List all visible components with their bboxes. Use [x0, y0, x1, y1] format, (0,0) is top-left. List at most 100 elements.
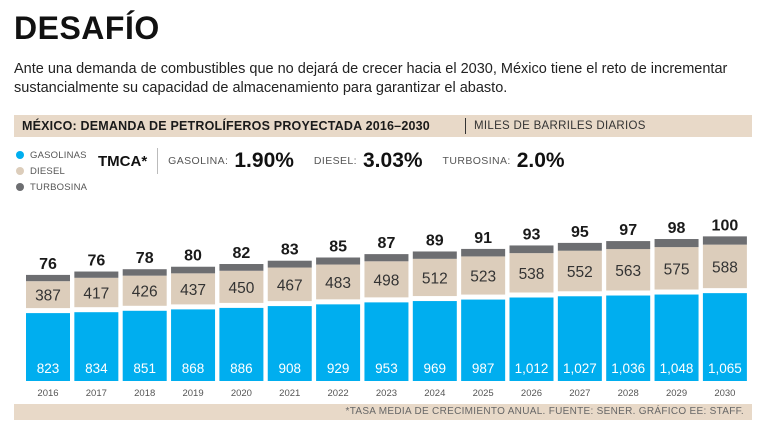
bar-diesel-2017: [74, 277, 119, 308]
bar-turbosina-2021: [267, 260, 312, 268]
bar-diesel-2029: [654, 247, 699, 290]
label-diesel-2018: 426: [132, 284, 158, 301]
x-tick-2022: 2022: [328, 388, 349, 399]
bar-gasolinas-2021: [267, 306, 312, 381]
bar-gasolinas-2022: [316, 304, 361, 381]
x-tick-2018: 2018: [134, 388, 155, 399]
x-tick-2029: 2029: [666, 388, 687, 399]
legend-label-gasolinas: GASOLINAS: [30, 149, 87, 161]
bar-turbosina-2025: [461, 248, 506, 257]
bar-turbosina-2026: [509, 245, 554, 254]
label-turbosina-2029: 98: [668, 220, 686, 237]
tmca-rates: TMCA* GASOLINA: 1.90% DIESEL: 3.03% TURB…: [98, 144, 565, 178]
tmca-divider: [157, 148, 159, 174]
chart-header-band: MÉXICO: DEMANDA DE PETROLÍFEROS PROYECTA…: [14, 115, 752, 137]
legend-swatch-turbosina: [16, 183, 24, 191]
bar-turbosina-2019: [171, 266, 216, 274]
bar-diesel-2022: [316, 264, 361, 300]
label-turbosina-2024: 89: [426, 232, 444, 249]
bar-diesel-2018: [122, 275, 167, 306]
label-turbosina-2021: 83: [281, 242, 299, 259]
label-gasolinas-2017: 834: [85, 361, 108, 376]
bar-gasolinas-2020: [219, 307, 264, 381]
rate-value-diesel: 3.03%: [363, 149, 423, 172]
bar-turbosina-2018: [122, 269, 167, 276]
legend-label-diesel: DIESEL: [30, 165, 65, 177]
label-diesel-2024: 512: [422, 270, 448, 287]
bar-diesel-2019: [171, 273, 216, 305]
bar-gasolinas-2028: [606, 295, 651, 381]
label-turbosina-2028: 97: [619, 222, 637, 239]
label-diesel-2028: 563: [615, 263, 641, 280]
label-diesel-2019: 437: [180, 282, 206, 299]
bar-turbosina-2029: [654, 239, 699, 248]
bar-diesel-2025: [461, 256, 506, 295]
bar-gasolinas-2018: [122, 310, 167, 381]
label-gasolinas-2019: 868: [182, 361, 205, 376]
x-tick-2027: 2027: [569, 388, 590, 399]
rate-label-diesel: DIESEL:: [313, 155, 357, 167]
rate-value-turbosina: 2.0%: [516, 149, 565, 172]
x-tick-2023: 2023: [376, 388, 397, 399]
bar-turbosina-2030: [702, 236, 747, 245]
chart-legend: GASOLINAS DIESEL TURBOSINA: [16, 147, 87, 195]
page-subtitle: Ante una demanda de combustibles que no …: [14, 61, 728, 96]
bar-gasolinas-2023: [364, 302, 409, 381]
rate-label-gasolina: GASOLINA:: [168, 155, 229, 167]
label-diesel-2023: 498: [374, 272, 400, 289]
label-diesel-2016: 387: [35, 288, 61, 305]
legend-label-turbosina: TURBOSINA: [30, 181, 88, 193]
bar-turbosina-2024: [412, 251, 457, 259]
bar-diesel-2027: [557, 250, 602, 292]
label-diesel-2025: 523: [470, 268, 496, 285]
x-tick-2028: 2028: [618, 388, 639, 399]
bar-gasolinas-2017: [74, 312, 119, 381]
rate-value-gasolina: 1.90%: [234, 149, 294, 172]
bar-gasolinas-2024: [412, 301, 457, 381]
bar-gasolinas-2019: [171, 309, 216, 381]
bar-diesel-2021: [267, 267, 312, 302]
bar-gasolinas-2027: [557, 296, 602, 381]
label-diesel-2022: 483: [325, 275, 351, 292]
label-gasolinas-2018: 851: [133, 361, 156, 376]
label-gasolinas-2028: 1,036: [611, 361, 645, 376]
bar-turbosina-2023: [364, 254, 409, 262]
stacked-bar-chart: 823 387 76 2016 834 417 76 2017 851 426 78 2018 868 4…: [26, 217, 747, 399]
label-turbosina-2018: 78: [136, 250, 154, 267]
label-gasolinas-2023: 953: [375, 361, 398, 376]
label-turbosina-2023: 87: [378, 235, 396, 252]
x-tick-2024: 2024: [424, 388, 445, 399]
label-turbosina-2017: 76: [87, 253, 105, 270]
legend-item-turbosina: TURBOSINA: [16, 179, 87, 195]
label-turbosina-2026: 93: [523, 226, 541, 243]
bar-gasolinas-2029: [654, 294, 699, 381]
bar-diesel-2028: [606, 249, 651, 291]
x-tick-2021: 2021: [279, 388, 300, 399]
x-tick-2016: 2016: [37, 388, 58, 399]
bar-gasolinas-2016: [26, 313, 70, 381]
legend-swatch-diesel: [16, 167, 24, 175]
x-tick-2026: 2026: [521, 388, 542, 399]
bar-gasolinas-2025: [461, 299, 506, 381]
bar-turbosina-2020: [219, 264, 264, 271]
label-gasolinas-2022: 929: [327, 361, 350, 376]
label-gasolinas-2021: 908: [278, 361, 301, 376]
label-turbosina-2020: 82: [233, 245, 251, 262]
bar-turbosina-2022: [316, 257, 361, 265]
source-note: *TASA MEDIA DE CRECIMIENTO ANUAL. FUENTE…: [345, 406, 744, 417]
bar-diesel-2026: [509, 253, 554, 293]
label-gasolinas-2016: 823: [37, 361, 60, 376]
chart-unit-label: MILES DE BARRILES DIARIOS: [474, 120, 646, 132]
label-diesel-2030: 588: [712, 259, 738, 276]
x-tick-2025: 2025: [473, 388, 494, 399]
label-turbosina-2030: 100: [712, 217, 739, 234]
legend-item-diesel: DIESEL: [16, 163, 87, 179]
footer-band: *TASA MEDIA DE CRECIMIENTO ANUAL. FUENTE…: [14, 404, 752, 420]
bar-turbosina-2016: [26, 274, 70, 282]
label-diesel-2021: 467: [277, 277, 303, 294]
label-gasolinas-2020: 886: [230, 361, 253, 376]
bar-turbosina-2017: [74, 271, 119, 278]
x-tick-2017: 2017: [86, 388, 107, 399]
bar-diesel-2020: [219, 270, 264, 303]
band-divider: [465, 118, 466, 134]
